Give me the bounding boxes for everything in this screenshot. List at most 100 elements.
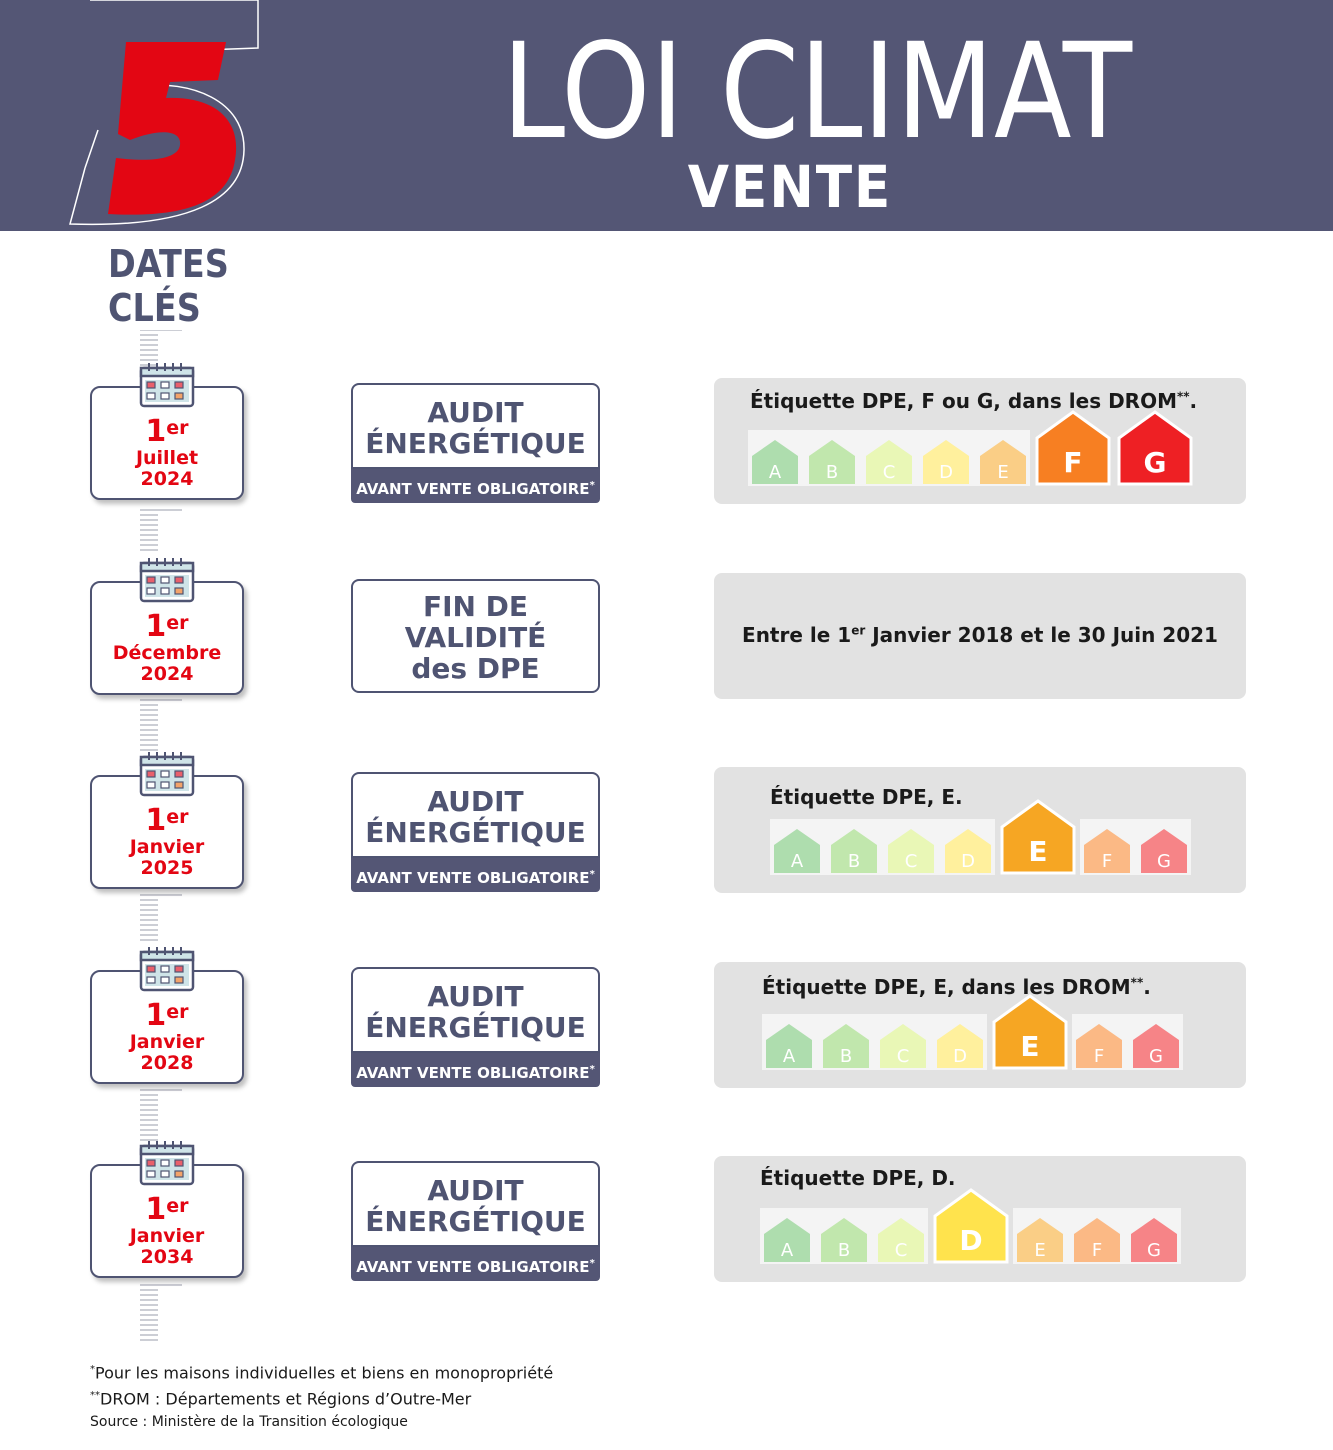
energy-class-g-label: G bbox=[1144, 446, 1167, 479]
energy-scale: A B C D E F G bbox=[762, 994, 1183, 1070]
obligation-bar: AVANT VENTE OBLIGATOIRE* bbox=[351, 469, 600, 503]
date-day: 1er bbox=[145, 609, 189, 644]
action-line2: ÉNERGÉTIQUE bbox=[365, 816, 586, 849]
action-line3: des DPE bbox=[411, 652, 540, 685]
obligation-bar: AVANT VENTE OBLIGATOIRE* bbox=[351, 1247, 600, 1281]
energy-class-g-house: G bbox=[1141, 829, 1187, 873]
energy-class-b-label: B bbox=[848, 851, 860, 872]
energy-class-b-label: B bbox=[840, 1046, 852, 1067]
energy-class-a-label: A bbox=[791, 851, 804, 872]
footnotes: *Pour les maisons individuelles et biens… bbox=[90, 1358, 553, 1434]
date-year: 2024 bbox=[140, 468, 194, 490]
energy-class-e-label: E bbox=[1028, 835, 1047, 868]
energy-class-e-house: E bbox=[1017, 1218, 1063, 1262]
footnote-1: *Pour les maisons individuelles et biens… bbox=[90, 1363, 554, 1383]
action-box: FIN DE VALIDITÉ des DPE bbox=[351, 579, 600, 693]
energy-class-a-house: A bbox=[752, 440, 798, 484]
energy-class-f-label: F bbox=[1063, 446, 1082, 479]
action-box: AUDIT ÉNERGÉTIQUE AVANT VENTE OBLIGATOIR… bbox=[351, 967, 600, 1087]
energy-class-d-house: D bbox=[945, 829, 991, 873]
dpe-panel: A B C D E F G Étiquette DPE, D. bbox=[714, 1156, 1246, 1282]
energy-class-g-label: G bbox=[1147, 1240, 1161, 1261]
energy-class-c-house: C bbox=[880, 1024, 926, 1068]
energy-class-a-label: A bbox=[783, 1046, 796, 1067]
energy-class-b-house: B bbox=[823, 1024, 869, 1068]
energy-class-c-house: C bbox=[866, 440, 912, 484]
energy-class-b-house: B bbox=[821, 1218, 867, 1262]
action-box: AUDIT ÉNERGÉTIQUE AVANT VENTE OBLIGATOIR… bbox=[351, 772, 600, 892]
dates-cles-heading: DATES CLÉS bbox=[108, 242, 229, 330]
energy-class-f-label: F bbox=[1102, 851, 1112, 872]
energy-class-b-house: B bbox=[831, 829, 877, 873]
energy-class-a-label: A bbox=[781, 1240, 794, 1261]
energy-class-a-house: A bbox=[774, 829, 820, 873]
date-year: 2024 bbox=[140, 663, 194, 685]
date-day: 1er bbox=[145, 414, 189, 449]
action-line2: VALIDITÉ bbox=[404, 621, 547, 654]
energy-class-a-house: A bbox=[766, 1024, 812, 1068]
dpe-label: Étiquette DPE, D. bbox=[760, 1166, 956, 1190]
energy-class-d-house: D bbox=[923, 440, 969, 484]
validity-panel: Entre le 1er Janvier 2018 et le 30 Juin … bbox=[714, 573, 1246, 699]
energy-class-b-label: B bbox=[838, 1240, 850, 1261]
energy-class-a-label: A bbox=[769, 462, 782, 483]
energy-class-e-house: E bbox=[1000, 799, 1076, 875]
energy-class-g-house: G bbox=[1131, 1218, 1177, 1262]
energy-class-d-house: D bbox=[933, 1188, 1009, 1264]
energy-class-d-house: D bbox=[937, 1024, 983, 1068]
date-day: 1er bbox=[145, 803, 189, 838]
obligation-bar: AVANT VENTE OBLIGATOIRE* bbox=[351, 1053, 600, 1087]
dpe-panel: A B C D E F G Étiquette DPE, E, dans les… bbox=[714, 962, 1246, 1088]
action-line2: ÉNERGÉTIQUE bbox=[365, 427, 586, 460]
calendar-icon bbox=[139, 947, 195, 992]
validity-text: Entre le 1er Janvier 2018 et le 30 Juin … bbox=[742, 623, 1218, 647]
energy-class-c-label: C bbox=[897, 1046, 910, 1067]
calendar-icon bbox=[139, 558, 195, 603]
energy-class-f-house: F bbox=[1035, 410, 1111, 486]
action-line2: ÉNERGÉTIQUE bbox=[365, 1011, 586, 1044]
dates-line1: DATES bbox=[108, 242, 229, 286]
date-day: 1er bbox=[145, 1192, 189, 1227]
energy-class-f-house: F bbox=[1074, 1218, 1120, 1262]
energy-class-c-label: C bbox=[905, 851, 918, 872]
date-year: 2025 bbox=[140, 857, 194, 879]
calendar-icon bbox=[139, 1141, 195, 1186]
obligation-bar: AVANT VENTE OBLIGATOIRE* bbox=[351, 858, 600, 892]
energy-class-e-house: E bbox=[992, 994, 1068, 1070]
energy-class-c-label: C bbox=[895, 1240, 908, 1261]
action-box: AUDIT ÉNERGÉTIQUE AVANT VENTE OBLIGATOIR… bbox=[351, 1161, 600, 1281]
date-day: 1er bbox=[145, 998, 189, 1033]
energy-class-g-house: G bbox=[1133, 1024, 1179, 1068]
number-five-graphic bbox=[69, 0, 259, 226]
energy-class-d-label: D bbox=[939, 462, 953, 483]
source-note: Source : Ministère de la Transition écol… bbox=[90, 1413, 408, 1430]
action-line1: AUDIT bbox=[427, 785, 524, 818]
dpe-panel: A B C D E F G Étiquette DPE, F ou G, dan… bbox=[714, 378, 1246, 504]
action-box: AUDIT ÉNERGÉTIQUE AVANT VENTE OBLIGATOIR… bbox=[351, 383, 600, 503]
action-line2: ÉNERGÉTIQUE bbox=[365, 1205, 586, 1238]
date-month: Janvier bbox=[129, 836, 205, 858]
action-line1: AUDIT bbox=[427, 980, 524, 1013]
date-year: 2028 bbox=[140, 1052, 194, 1074]
energy-class-g-label: G bbox=[1157, 851, 1171, 872]
energy-class-e-label: E bbox=[997, 462, 1008, 483]
energy-class-a-house: A bbox=[764, 1218, 810, 1262]
action-line1: FIN DE bbox=[422, 590, 529, 623]
dates-line2: CLÉS bbox=[108, 286, 201, 330]
calendar-icon bbox=[139, 363, 195, 408]
action-line1: AUDIT bbox=[427, 396, 524, 429]
energy-class-d-label: D bbox=[959, 1224, 982, 1257]
energy-scale: A B C D E F G bbox=[770, 799, 1191, 875]
page-subtitle: VENTE bbox=[687, 153, 893, 221]
dpe-label: Étiquette DPE, E, dans les DROM**. bbox=[762, 975, 1151, 999]
energy-class-f-house: F bbox=[1084, 829, 1130, 873]
action-line1: AUDIT bbox=[427, 1174, 524, 1207]
energy-class-f-label: F bbox=[1094, 1046, 1104, 1067]
date-month: Juillet bbox=[135, 447, 199, 469]
header-banner: LOI CLIMAT VENTE bbox=[0, 0, 1333, 231]
date-month: Décembre bbox=[112, 642, 222, 664]
date-month: Janvier bbox=[129, 1031, 205, 1053]
energy-class-e-label: E bbox=[1034, 1240, 1045, 1261]
energy-class-e-label: E bbox=[1020, 1030, 1039, 1063]
energy-class-g-label: G bbox=[1149, 1046, 1163, 1067]
